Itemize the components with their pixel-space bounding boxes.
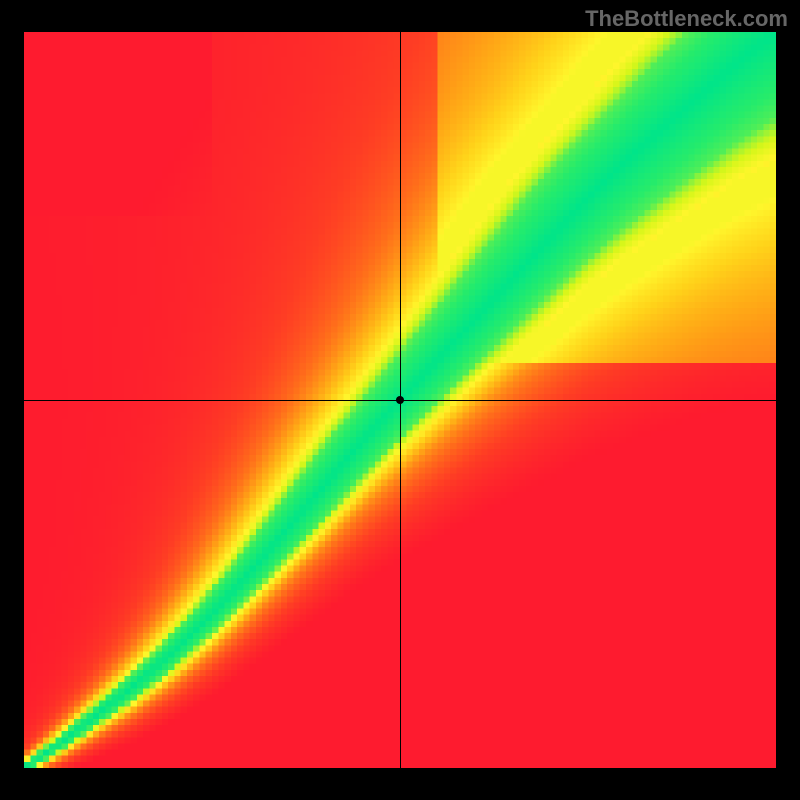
crosshair-point — [396, 396, 404, 404]
watermark-label: TheBottleneck.com — [585, 6, 788, 32]
